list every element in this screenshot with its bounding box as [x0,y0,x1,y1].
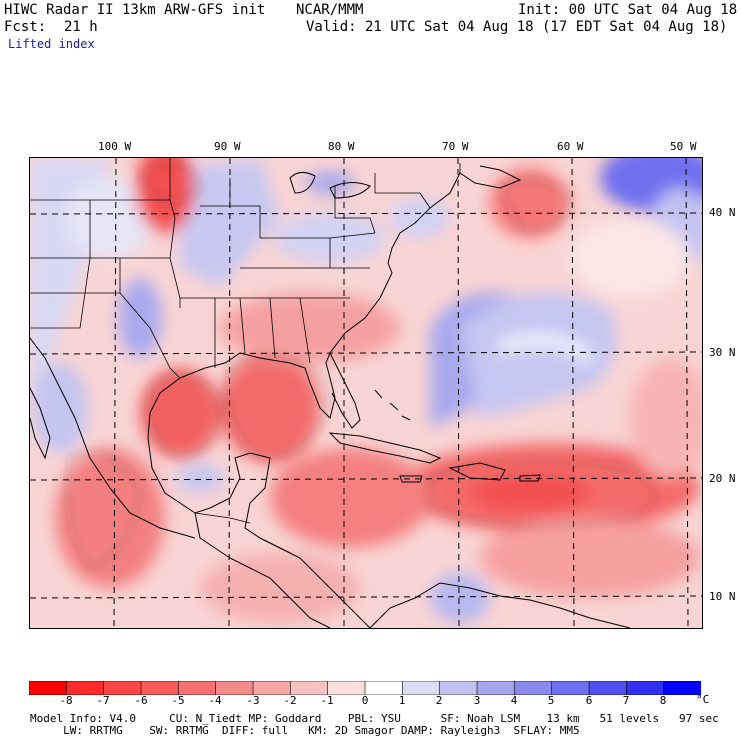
forecast-label: Fcst: [4,19,47,35]
colorbar-tick: -1 [320,694,334,707]
colorbar-swatch [290,680,329,696]
colorbar-swatch [476,680,516,696]
lat-label-40n: 40 N [709,206,736,219]
map-canvas [30,158,702,628]
colorbar-swatch [28,680,68,696]
colorbar-tick: 4 [510,694,518,707]
lon-label-90w: 90 W [214,140,241,153]
colorbar-tick: -2 [283,694,297,707]
lon-label-80w: 80 W [328,140,355,153]
chart-title: HIWC Radar II 13km ARW-GFS init [4,2,266,18]
political-borders [30,158,461,554]
colorbar-swatch [215,680,254,696]
lifted-index-field [30,158,702,623]
colorbar-tick: -5 [171,694,185,707]
colorbar-swatch [551,680,590,696]
model-info-line1: Model Info: V4.0 CU: N_Tiedt MP: Goddard… [30,712,719,725]
field-name: Lifted index [8,37,95,51]
colorbar-swatch [439,680,478,696]
colorbar-tick: -4 [208,694,222,707]
lon-label-70w: 70 W [442,140,469,153]
contour-lines [67,161,656,569]
colorbar-swatch [402,680,441,696]
colorbar-tick: -7 [96,694,110,707]
colorbar-swatch [588,680,628,696]
colorbar-tick: 0 [361,694,369,707]
lat-label-10n: 10 N [709,590,736,603]
lifted-index-map [29,157,703,629]
colorbar-tick: 1 [398,694,406,707]
organization-label: NCAR/MMM [296,2,364,18]
colorbar-swatch [364,680,404,696]
colorbar-tick: 2 [435,694,443,707]
lon-label-60w: 60 W [557,140,584,153]
model-info-line2: LW: RRTMG SW: RRTMG DIFF: full KM: 2D Sm… [30,724,580,737]
colorbar-swatch [626,680,665,696]
colorbar-swatch [252,680,292,696]
colorbar-unit: °C [696,693,710,706]
colorbar-tick: 6 [585,694,593,707]
coastlines-and-borders [30,165,631,628]
colorbar-tick: -8 [59,694,73,707]
colorbar-swatch [66,680,105,696]
colorbar-swatch [514,680,553,696]
colorbar-tick: 5 [547,694,555,707]
colorbar-swatch [140,680,180,696]
colorbar-swatches [28,680,702,696]
colorbar-tick: 3 [473,694,481,707]
lon-label-100w: 100 W [98,140,132,153]
graticule [30,158,702,628]
colorbar-swatch [327,680,366,696]
valid-time: Valid: 21 UTC Sat 04 Aug 18 (17 EDT Sat … [306,19,728,35]
init-time: Init: 00 UTC Sat 04 Aug 18 [518,2,738,18]
forecast-hour: 21 h [64,19,98,35]
colorbar-tick: -6 [134,694,148,707]
lon-label-50w: 50 W [670,140,697,153]
colorbar-swatch [103,680,142,696]
colorbar-swatch [178,680,217,696]
colorbar-tick: -3 [246,694,260,707]
colorbar-tick: 8 [659,694,667,707]
lat-label-30n: 30 N [709,346,736,359]
colorbar-tick: 7 [622,694,630,707]
lat-label-20n: 20 N [709,472,736,485]
colorbar [28,680,702,696]
